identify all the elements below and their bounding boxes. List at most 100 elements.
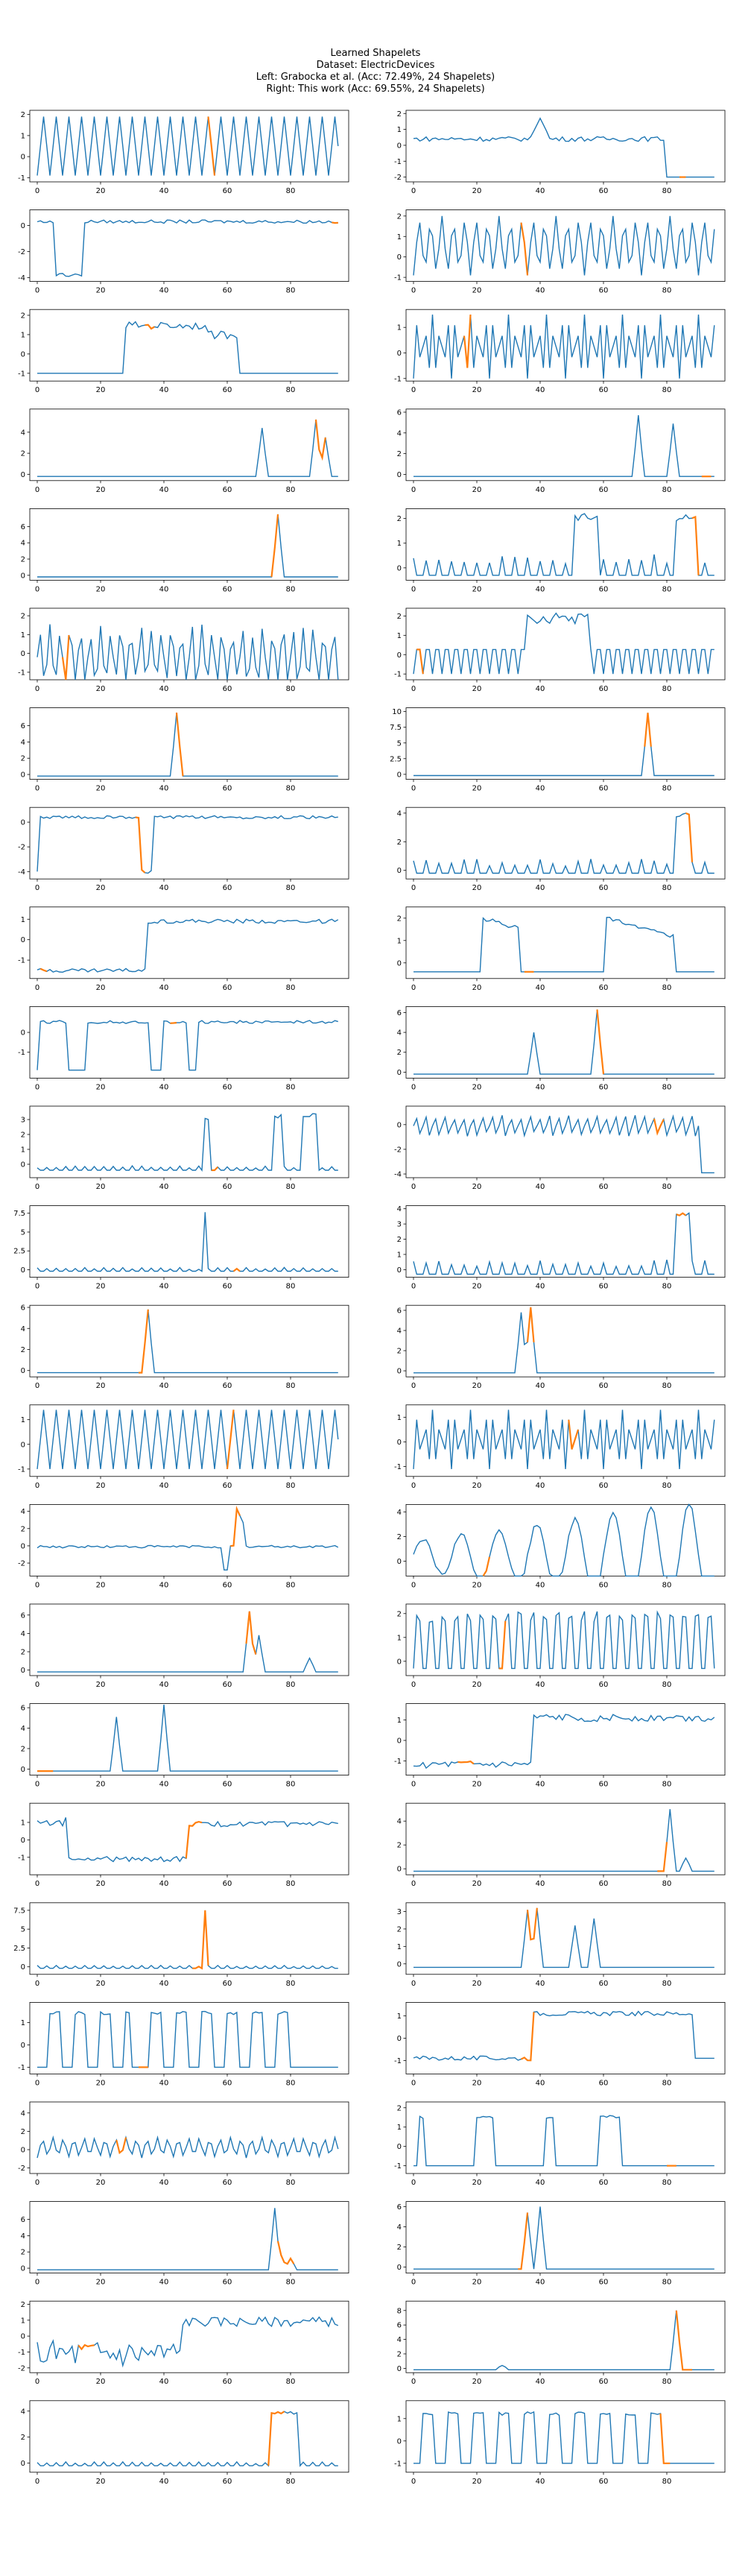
x-tick-label: 40 xyxy=(536,1980,545,1988)
x-tick-label: 80 xyxy=(662,1382,672,1390)
y-tick-label: 4 xyxy=(21,1325,25,1333)
x-tick-label: 40 xyxy=(159,785,169,793)
series-line xyxy=(37,2208,338,2270)
chart-panel-left-5: 0 20 40 60 80 0 2 4 6 xyxy=(21,508,349,593)
x-tick-label: 0 xyxy=(35,287,39,295)
x-tick-label: 0 xyxy=(35,2378,39,2386)
x-tick-label: 0 xyxy=(35,585,39,593)
y-tick-label: 2 xyxy=(21,1131,25,1140)
y-tick-label: 0 xyxy=(397,1069,402,1077)
chart-panel-right-19: 0 20 40 60 80 0 1 2 3 xyxy=(397,1902,726,1988)
y-tick-label: 0 xyxy=(21,154,25,162)
y-tick-label: 2 xyxy=(397,1236,402,1244)
y-tick-label: 2.5 xyxy=(13,1248,25,1256)
x-tick-label: 0 xyxy=(35,1980,39,1988)
x-tick-label: 0 xyxy=(35,1581,39,1589)
x-tick-label: 0 xyxy=(411,1482,416,1490)
x-tick-label: 80 xyxy=(662,1980,672,1988)
series-line xyxy=(413,1809,714,1872)
x-tick-label: 40 xyxy=(536,585,545,593)
figure-dataset: Dataset: ElectricDevices xyxy=(316,60,435,71)
y-tick-label: 4 xyxy=(21,739,25,747)
x-tick-label: 40 xyxy=(159,386,169,394)
x-tick-label: 60 xyxy=(223,884,232,892)
y-tick-label: 4 xyxy=(21,429,25,437)
plot-frame xyxy=(29,1404,349,1477)
series-line xyxy=(37,1409,339,1469)
y-tick-label: -1 xyxy=(394,1463,402,1471)
y-tick-label: 0 xyxy=(21,572,25,580)
x-tick-label: 0 xyxy=(411,1880,416,1888)
y-tick-label: 2 xyxy=(397,1925,402,1933)
y-tick-label: 0 xyxy=(397,350,402,358)
x-tick-label: 20 xyxy=(96,1482,106,1490)
y-tick-label: -1 xyxy=(18,2064,25,2072)
x-tick-label: 0 xyxy=(411,884,416,892)
chart-panel-right-3: 0 20 40 60 80 -1 0 1 xyxy=(394,309,726,394)
y-tick-label: 0 xyxy=(397,2437,402,2446)
y-tick-label: 2 xyxy=(397,212,402,221)
y-tick-label: 1 xyxy=(397,1943,402,1951)
x-tick-label: 80 xyxy=(286,1083,296,1091)
x-tick-label: 60 xyxy=(223,187,232,195)
chart-panel-right-23: 0 20 40 60 80 0 2 4 6 8 xyxy=(397,2300,726,2386)
series-line xyxy=(413,2115,714,2167)
x-tick-label: 80 xyxy=(286,2079,296,2087)
x-tick-label: 60 xyxy=(599,2279,609,2287)
y-tick-label: -4 xyxy=(18,274,25,282)
series-line xyxy=(37,1020,339,1071)
y-tick-label: -1 xyxy=(394,2057,402,2065)
chart-panel-left-7: 0 20 40 60 80 0 2 4 6 xyxy=(21,707,349,793)
y-tick-label: 6 xyxy=(21,722,25,730)
x-tick-label: 20 xyxy=(96,2378,106,2386)
y-tick-label: 1 xyxy=(21,1416,25,1424)
series-line xyxy=(413,612,714,675)
plot-frame xyxy=(405,806,726,880)
x-tick-label: 60 xyxy=(599,187,609,195)
plot-frame xyxy=(405,1205,726,1278)
y-tick-label: -1 xyxy=(18,2349,25,2357)
y-tick-label: -2 xyxy=(18,2165,25,2173)
x-tick-label: 0 xyxy=(35,685,39,693)
x-tick-label: 80 xyxy=(286,386,296,394)
x-tick-label: 60 xyxy=(599,1681,609,1689)
x-tick-label: 60 xyxy=(599,785,609,793)
x-tick-label: 20 xyxy=(472,1183,482,1191)
y-tick-label: 0 xyxy=(21,1667,25,1675)
x-tick-label: 40 xyxy=(536,1781,545,1789)
plot-frame xyxy=(29,1802,349,1875)
x-tick-label: 0 xyxy=(411,685,416,693)
x-tick-label: 20 xyxy=(472,585,482,593)
shapelet-line xyxy=(659,2413,671,2464)
chart-panel-right-7: 0 20 40 60 80 0 2.5 5 7.5 10 xyxy=(390,707,726,793)
x-tick-label: 60 xyxy=(223,386,232,394)
figure-title: Learned Shapelets xyxy=(330,48,421,59)
plot-frame xyxy=(29,2300,349,2373)
x-tick-label: 80 xyxy=(662,1781,672,1789)
y-tick-label: 2 xyxy=(397,613,402,621)
y-tick-label: 1 xyxy=(21,1146,25,1155)
chart-panel-right-15: 0 20 40 60 80 0 2 4 xyxy=(397,1503,726,1589)
plot-frame xyxy=(405,408,726,482)
x-tick-label: 0 xyxy=(411,1083,416,1091)
plot-frame xyxy=(29,1902,349,1975)
x-tick-label: 60 xyxy=(223,585,232,593)
x-tick-label: 80 xyxy=(286,1781,296,1789)
series-line xyxy=(413,513,714,576)
y-tick-label: 4 xyxy=(21,1725,25,1733)
plot-frame xyxy=(29,2001,349,2074)
y-tick-label: -1 xyxy=(394,2162,402,2171)
y-tick-label: 1 xyxy=(397,233,402,242)
y-tick-label: 0 xyxy=(21,350,25,359)
x-tick-label: 60 xyxy=(599,2179,609,2187)
y-tick-label: -1 xyxy=(394,375,402,383)
series-line xyxy=(37,2010,338,2068)
x-tick-label: 20 xyxy=(472,486,482,494)
x-tick-label: 80 xyxy=(662,1880,672,1888)
y-tick-label: 1 xyxy=(397,1717,402,1725)
y-tick-label: 1 xyxy=(21,631,25,640)
y-tick-label: 0 xyxy=(397,1439,402,1447)
y-tick-label: 6 xyxy=(21,1705,25,1713)
y-tick-label: 0 xyxy=(21,2147,25,2155)
x-tick-label: 0 xyxy=(411,785,416,793)
